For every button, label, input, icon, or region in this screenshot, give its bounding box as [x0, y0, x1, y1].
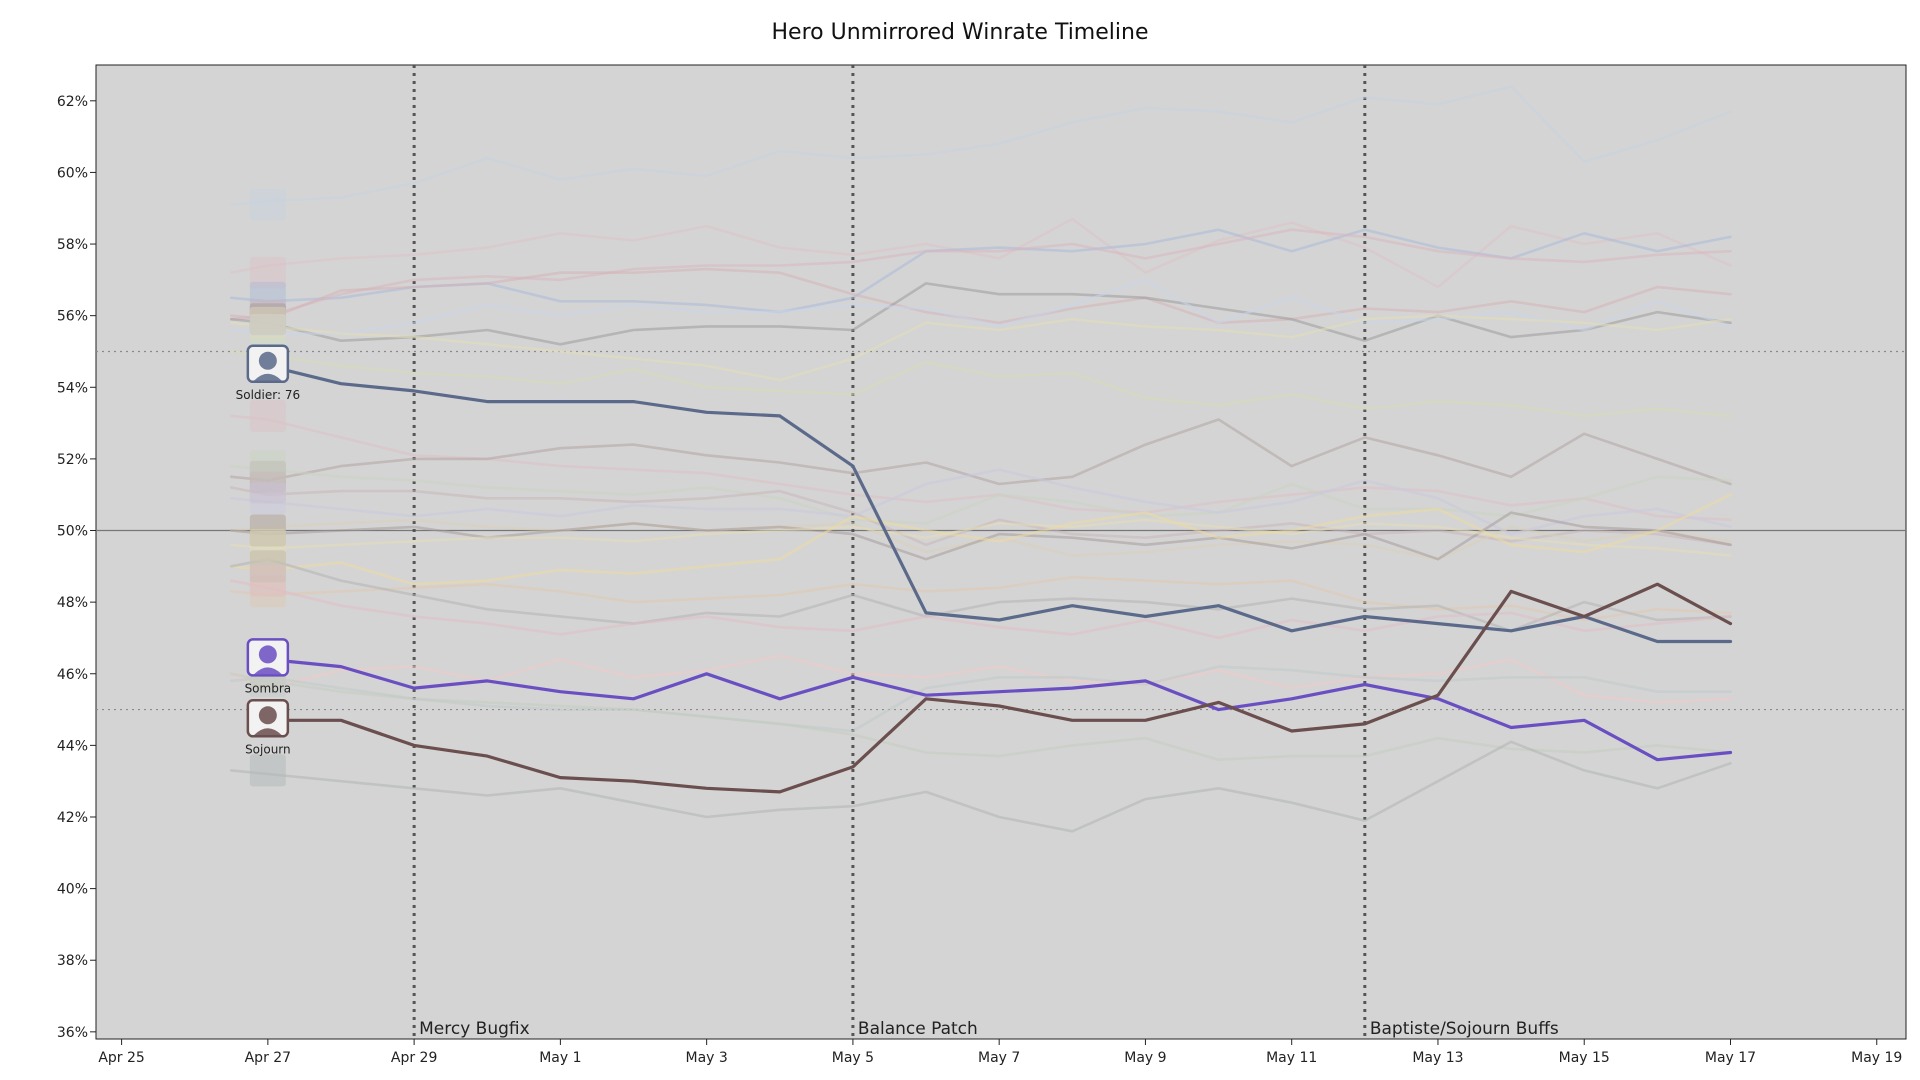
- series-line-sojourn: [266, 582, 1733, 794]
- y-tick-label: 62%: [57, 94, 88, 110]
- y-tick-label: 54%: [57, 380, 88, 396]
- y-tick-label: 56%: [57, 309, 88, 325]
- plot-background: [95, 64, 1907, 1040]
- series-line-12: [230, 350, 1732, 418]
- y-tick-label: 50%: [57, 524, 88, 540]
- x-tick-label: May 19: [1851, 1050, 1902, 1066]
- x-tick-label: May 15: [1559, 1050, 1610, 1066]
- series-line-26: [230, 665, 1732, 733]
- hero-portrait-13: [249, 399, 286, 432]
- hero-portrait-18: [249, 514, 286, 547]
- x-tick-label: May 1: [539, 1050, 581, 1066]
- hero-portrait-20: [249, 528, 286, 561]
- hero-portrait-15: [249, 450, 286, 483]
- hero-label-sombra: Sombra: [245, 681, 292, 695]
- y-tick-label: 42%: [57, 810, 88, 826]
- series-line-28: [230, 740, 1732, 833]
- y-tick-label: 52%: [57, 452, 88, 468]
- series-line-13: [230, 414, 1732, 522]
- y-tick-label: 60%: [57, 165, 88, 181]
- y-tick-label: 46%: [57, 667, 88, 683]
- series-line-7: [230, 228, 1732, 321]
- hero-portrait-8: [249, 299, 286, 332]
- hero-portrait-24: [249, 564, 286, 597]
- series-line-sombra: [266, 657, 1733, 762]
- series-line-18: [230, 518, 1732, 561]
- series-line-4: [230, 85, 1732, 206]
- chart-title: Hero Unmirrored Winrate Timeline: [771, 20, 1149, 45]
- hero-portrait-9: [249, 303, 286, 336]
- x-tick-label: May 17: [1705, 1050, 1756, 1066]
- hero-portrait-28: [249, 754, 286, 787]
- y-tick-label: 48%: [57, 595, 88, 611]
- y-tick-label: 40%: [57, 882, 88, 898]
- background-series: [230, 85, 1732, 833]
- series-line-10: [230, 278, 1732, 335]
- hero-portrait-4: [249, 188, 286, 221]
- hero-portrait-14: [249, 460, 286, 493]
- x-tick-label: May 3: [685, 1050, 727, 1066]
- series-line-24: [230, 579, 1732, 640]
- hero-portrait-11: [249, 306, 286, 339]
- hero-icon-soldier-76: Soldier: 76: [236, 344, 300, 402]
- event-label-baptiste-sojourn-buffs: Baptiste/Sojourn Buffs: [1370, 1019, 1559, 1039]
- series-line-11: [230, 314, 1732, 382]
- series-line-20: [230, 518, 1732, 557]
- hero-portrait-21: [249, 550, 286, 583]
- hero-portrait-body-icon: [253, 728, 282, 736]
- hero-portrait-23: [249, 550, 286, 583]
- x-tick-label: May 9: [1124, 1050, 1166, 1066]
- hero-portrait-head-icon: [258, 706, 277, 725]
- hero-portrait-6: [249, 281, 286, 314]
- hero-portrait-19: [249, 514, 286, 547]
- event-markers: Mercy Bugfix Balance Patch Baptiste/Sojour…: [412, 65, 1559, 1039]
- series-line-27: [230, 672, 1732, 762]
- y-tick-label: 38%: [57, 953, 88, 969]
- x-tick-label: Apr 29: [391, 1050, 437, 1066]
- event-label-balance-patch: Balance Patch: [858, 1019, 978, 1039]
- highlighted-series: [266, 364, 1733, 794]
- x-tick-label: Apr 27: [245, 1050, 291, 1066]
- series-line-22: [230, 575, 1732, 622]
- hero-icons: Soldier: 76 Sombra Sojourn: [236, 188, 300, 787]
- hero-label-soldier-76: Soldier: 76: [236, 388, 300, 402]
- series-line-17: [230, 468, 1732, 536]
- y-axis: 36% 38% 40% 42% 44% 46% 48% 50% 52% 54% 56% 58% 60% 6…: [57, 94, 96, 1041]
- hero-portrait-16: [249, 471, 286, 504]
- hero-portrait-7: [249, 303, 286, 336]
- y-tick-label: 58%: [57, 237, 88, 253]
- hero-icon-sojourn: Sojourn: [245, 699, 291, 756]
- x-axis: Apr 25 Apr 27 Apr 29 May 1 May 3 May 5 May 7 Ma…: [98, 1039, 1902, 1066]
- hero-portrait-body-icon: [253, 667, 282, 675]
- x-tick-label: Apr 25: [98, 1050, 144, 1066]
- series-line-21: [230, 493, 1732, 586]
- hero-portrait-5: [249, 256, 286, 289]
- x-tick-label: May 5: [832, 1050, 874, 1066]
- y-tick-label: 44%: [57, 738, 88, 754]
- y-tick-label: 36%: [57, 1025, 88, 1041]
- series-line-15: [230, 464, 1732, 525]
- series-line-19: [230, 511, 1732, 561]
- hero-icon-sombra: Sombra: [245, 638, 292, 695]
- event-label-mercy-bugfix: Mercy Bugfix: [419, 1019, 530, 1039]
- series-line-9: [230, 282, 1732, 346]
- series-line-14: [230, 418, 1732, 486]
- hero-portrait-head-icon: [258, 645, 277, 664]
- series-line-23: [230, 557, 1732, 633]
- series-line-25: [230, 654, 1732, 704]
- x-tick-label: May 7: [978, 1050, 1020, 1066]
- hero-portrait-17: [249, 482, 286, 515]
- x-tick-label: May 13: [1412, 1050, 1463, 1066]
- hero-label-sojourn: Sojourn: [245, 742, 291, 756]
- hero-portrait-22: [249, 575, 286, 608]
- x-tick-label: May 11: [1266, 1050, 1317, 1066]
- hero-portrait-head-icon: [258, 351, 277, 370]
- hero-portrait-body-icon: [253, 373, 282, 381]
- hero-portrait-10: [249, 313, 286, 346]
